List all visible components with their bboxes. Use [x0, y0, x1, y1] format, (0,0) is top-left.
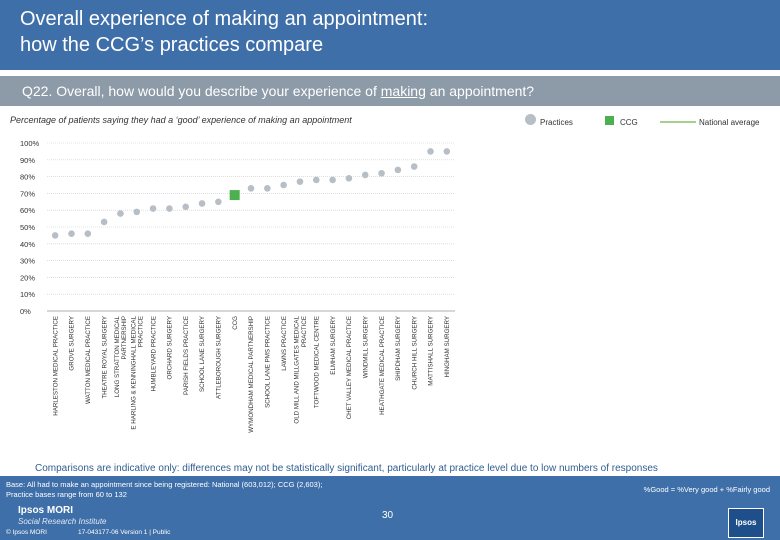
category-label: HINGHAM SURGERY [444, 316, 451, 377]
category-label: OLD MILL AND MILLGATES MEDICAL [294, 315, 301, 423]
copyright-text: © Ipsos MORI [6, 529, 47, 536]
practice-marker [182, 203, 190, 211]
y-tick-label: 100% [20, 139, 40, 148]
base-text: Base: All had to make an appointment sin… [6, 480, 366, 500]
y-tick-label: 50% [20, 223, 35, 232]
practice-marker [51, 232, 59, 239]
category-label: ATTLEBOROUGH SURGERY [216, 316, 223, 399]
y-tick-label: 30% [20, 257, 35, 266]
practice-marker [84, 230, 92, 238]
category-label: WATTON MEDICAL PRACTICE [85, 316, 92, 404]
category-label: SHIPDHAM SURGERY [395, 316, 402, 381]
reference-text: 17-043177-06 Version 1 | Public [78, 529, 171, 536]
category-label: WYMONDHAM MEDICAL PARTNERSHIP [248, 316, 255, 433]
category-label: WINDMILL SURGERY [362, 316, 369, 378]
category-label: TOFTWOOD MEDICAL CENTRE [313, 316, 320, 408]
category-label: LONG STRATTON MEDICAL [114, 315, 121, 397]
legend-national-label: National average [699, 118, 760, 127]
category-label: ELMHAM SURGERY [330, 316, 337, 375]
question-text: Q22. Overall, how would you describe you… [22, 83, 534, 99]
question-underlined: making [380, 83, 426, 99]
y-tick-label: 10% [20, 290, 35, 299]
category-label: HARLESTON MEDICAL PRACTICE [52, 316, 59, 416]
practice-marker [312, 176, 320, 184]
question-prefix: Q22. Overall, how would you describe you… [22, 83, 381, 99]
practice-marker [378, 169, 385, 177]
category-label: LAWNS PRACTICE [281, 316, 288, 371]
y-tick-label: 80% [20, 173, 35, 182]
practice-marker [117, 210, 124, 217]
practice-marker [427, 148, 434, 155]
practice-marker [100, 218, 108, 226]
title-line-1: Overall experience of making an appointm… [20, 8, 429, 30]
practice-marker [329, 176, 336, 184]
y-tick-label: 70% [20, 189, 35, 198]
category-label: THEATRE ROYAL SURGERY [101, 316, 108, 399]
practice-marker [264, 185, 271, 192]
y-tick-label: 90% [20, 156, 35, 165]
chart-subtitle: Percentage of patients saying they had a… [10, 115, 352, 125]
practice-marker [443, 148, 451, 155]
category-label: ORCHARD SURGERY [167, 316, 174, 380]
practice-marker [296, 178, 304, 185]
category-label: SCHOOL LANE PMS PRACTICE [265, 316, 272, 408]
page-title: Overall experience of making an appointm… [20, 6, 428, 58]
practice-marker [410, 163, 418, 170]
practice-marker [280, 181, 287, 189]
y-tick-label: 40% [20, 240, 35, 249]
category-label: CCG [232, 316, 239, 330]
category-label: E HARLING & KENNINGHALL MEDICAL [130, 315, 137, 429]
page-number: 30 [382, 510, 394, 521]
footer-bar [0, 476, 780, 540]
category-label: GROVE SURGERY [69, 316, 76, 371]
practice-marker [166, 205, 173, 212]
ipsos-logo: Ipsos [728, 508, 764, 538]
question-bar [0, 76, 780, 106]
category-label: PRACTICE [301, 316, 308, 347]
legend-national-line [660, 121, 696, 123]
category-label: PARTNERSHIP [121, 316, 128, 359]
practice-marker [247, 185, 255, 192]
category-label: HEATHGATE MEDICAL PRACTICE [379, 316, 386, 415]
y-tick-label: 20% [20, 273, 35, 282]
legend-practices-label: Practices [540, 118, 573, 127]
legend-ccg-marker [605, 116, 614, 125]
practice-marker [215, 198, 222, 206]
y-tick-label: 0% [20, 307, 31, 316]
practice-marker [345, 174, 353, 182]
category-label: HUMBLEYARD PRACTICE [150, 316, 157, 392]
legend-practices-marker [525, 114, 536, 125]
base-line-1: Base: All had to make an appointment sin… [6, 480, 323, 489]
ipsos-mori-logo: Ipsos MORI [18, 505, 74, 516]
legend-ccg-label: CCG [620, 118, 638, 127]
question-suffix: an appointment? [425, 83, 535, 99]
comparison-note: Comparisons are indicative only: differe… [35, 463, 658, 474]
good-definition: %Good = %Very good + %Fairly good [643, 485, 770, 494]
practice-marker [361, 171, 369, 179]
practice-marker [394, 166, 402, 174]
category-label: CHURCH HILL SURGERY [411, 316, 418, 390]
category-label: PARISH FIELDS PRACTICE [183, 316, 190, 395]
practice-marker [133, 208, 141, 216]
category-label: PRACTICE [138, 316, 145, 347]
category-label: CHET VALLEY MEDICAL PRACTICE [346, 316, 353, 419]
category-label: MATTISHALL SURGERY [428, 316, 435, 386]
practice-marker [149, 205, 157, 212]
practice-marker [198, 200, 206, 207]
header-bar [0, 0, 780, 70]
category-label: SCHOOL LANE SURGERY [199, 316, 206, 392]
y-tick-label: 60% [20, 206, 35, 215]
base-line-2: Practice bases range from 60 to 132 [6, 490, 127, 499]
ccg-marker [229, 190, 240, 201]
sri-logo-text: Social Research Institute [18, 517, 107, 526]
practice-marker [68, 230, 75, 238]
title-line-2: how the CCG’s practices compare [20, 34, 324, 56]
